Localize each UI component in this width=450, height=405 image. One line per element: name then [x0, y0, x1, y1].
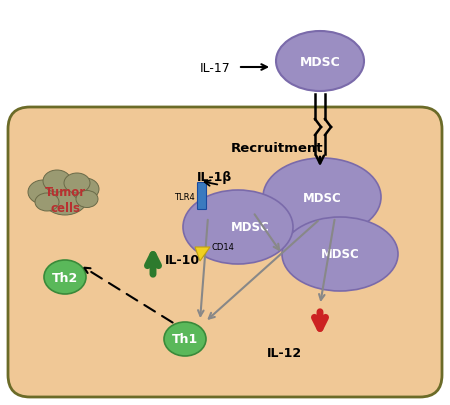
- Text: CD14: CD14: [212, 243, 235, 252]
- Text: Th2: Th2: [52, 271, 78, 284]
- Ellipse shape: [44, 260, 86, 294]
- Text: Recruitment: Recruitment: [231, 141, 323, 154]
- Ellipse shape: [64, 174, 90, 194]
- Text: Tumor: Tumor: [45, 186, 86, 199]
- Ellipse shape: [282, 217, 398, 291]
- Text: MDSC: MDSC: [300, 55, 340, 68]
- Ellipse shape: [164, 322, 206, 356]
- Text: IL-1β: IL-1β: [198, 171, 233, 184]
- Text: MDSC: MDSC: [320, 248, 360, 261]
- Text: Th1: Th1: [172, 333, 198, 345]
- Polygon shape: [195, 247, 210, 261]
- Text: IL-10: IL-10: [165, 254, 200, 267]
- Ellipse shape: [28, 181, 58, 205]
- Text: MDSC: MDSC: [230, 221, 270, 234]
- FancyBboxPatch shape: [8, 108, 442, 397]
- FancyBboxPatch shape: [198, 183, 207, 210]
- Ellipse shape: [35, 194, 59, 211]
- Ellipse shape: [42, 179, 88, 215]
- Ellipse shape: [43, 171, 71, 192]
- Text: TLR4: TLR4: [174, 192, 195, 201]
- Text: MDSC: MDSC: [302, 191, 342, 204]
- Ellipse shape: [76, 191, 98, 208]
- Ellipse shape: [71, 179, 99, 200]
- Ellipse shape: [276, 32, 364, 92]
- Ellipse shape: [183, 190, 293, 264]
- Text: IL-12: IL-12: [267, 347, 302, 360]
- Text: cells: cells: [50, 201, 80, 214]
- Ellipse shape: [263, 159, 381, 237]
- Text: IL-17: IL-17: [200, 61, 230, 74]
